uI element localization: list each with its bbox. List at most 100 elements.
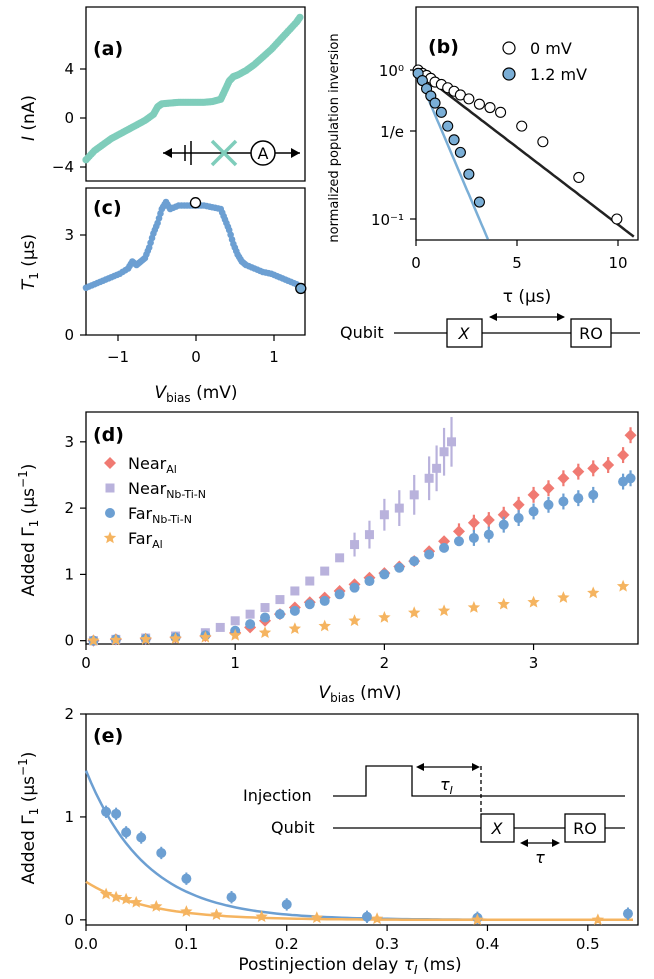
panel-e-point-blue [362, 911, 373, 922]
panel-d-point-Far_Al [557, 591, 570, 603]
panel-e-xtick: 0.2 [275, 935, 299, 953]
panel-d-point-Far_Nb-Ti-N [498, 519, 509, 530]
panel-d-point-Near_Nb-Ti-N [275, 595, 285, 605]
legend-Far_Nb-Ti-N-marker [105, 508, 115, 518]
panel-b-point-0 [537, 136, 549, 148]
panel-c-ytick-3: 3 [64, 226, 74, 244]
panel-e-xtick: 0.5 [576, 935, 600, 953]
panel-b-point-1 [435, 106, 447, 118]
panel-e-point-orange [210, 908, 223, 920]
panel-d-point-Far_Al [199, 630, 212, 643]
legend-1.2mV-marker [502, 67, 516, 81]
panel-d-point-Far_Al [437, 604, 451, 617]
panel-d-point-Far_Nb-Ti-N [573, 493, 584, 504]
circuit-schematic: A [163, 139, 300, 167]
panel-a-axes [85, 6, 306, 182]
panel-e-pulse-schematic: Injection τI Qubit X RO τ [243, 763, 625, 867]
panel-c-ytick-0: 0 [64, 326, 74, 344]
schematic-b-ro-label: RO [579, 324, 603, 343]
schematic-b-qubit-label: Qubit [340, 323, 384, 342]
legend-Near_Nb-Ti-N-label: NearNb-Ti-N [128, 479, 206, 501]
panel-e-point-blue [181, 873, 192, 884]
panel-e-point-orange [120, 892, 133, 905]
panel-d-ytick: 3 [64, 433, 74, 451]
panel-b-legend: 0 mV 1.2 mV [502, 39, 587, 84]
panel-e-point-orange [591, 913, 604, 926]
ammeter-icon [250, 140, 276, 166]
panel-d-point-Far_Nb-Ti-N [334, 589, 345, 600]
panel-d-point-Near_Nb-Ti-N [447, 437, 457, 447]
panel-e: 0.0 0.1 0.2 0.3 0.4 0.5 2 1 0 Added Γ1 (µs−1) Po… [16, 705, 639, 977]
panel-d-point-Near_Nb-Ti-N [424, 473, 434, 483]
panel-e-xtick: 0.1 [174, 935, 198, 953]
legend-0mV-marker [502, 41, 516, 55]
panel-e-point-orange [255, 910, 268, 922]
panel-d-point-Near_Nb-Ti-N [215, 622, 225, 632]
panel-e-point-orange [471, 913, 484, 926]
legend-0mV-label: 0 mV [530, 39, 572, 58]
panel-b-point-0 [473, 98, 485, 110]
panel-d-point-Near_Nb-Ti-N [432, 463, 442, 473]
panel-d-point-Far_Nb-Ti-N [625, 473, 636, 484]
panel-d-point-Far_Nb-Ti-N [424, 549, 435, 560]
panel-d-point-Near_Nb-Ti-N [290, 586, 300, 596]
panel-d-point-Near_Nb-Ti-N [230, 616, 240, 626]
panel-e-point-blue [121, 827, 132, 838]
panel-d-point-Far_Nb-Ti-N [289, 605, 300, 616]
panel-b-point-0 [611, 213, 623, 225]
schematic-e-x-box [480, 813, 515, 843]
panel-b-xtick-5: 5 [512, 254, 522, 272]
panel-d-point-Near_Nb-Ti-N [439, 447, 449, 457]
panel-d-point-Near_Al [542, 482, 555, 495]
legend-Near_Al-label: NearAl [128, 454, 177, 476]
panel-d-ytick: 0 [64, 632, 74, 650]
panel-b-label: (b) [428, 36, 459, 58]
panel-e-point-orange [150, 900, 163, 912]
panel-d-point-Far_Nb-Ti-N [319, 595, 330, 606]
panel-d-point-Near_Nb-Ti-N [364, 530, 374, 540]
panel-e-ticks: 0.0 0.1 0.2 0.3 0.4 0.5 2 1 0 [64, 705, 599, 953]
panel-d-point-Near_Al [587, 462, 600, 475]
panel-b-ylabel: normalized population inversion [327, 33, 342, 242]
panel-d-point-Far_Al [527, 595, 540, 608]
panel-c-marker-1.2mV [295, 282, 307, 295]
panel-e-ytick: 0 [64, 911, 74, 929]
panel-b-point-0 [495, 106, 507, 118]
panel-d-point-Near_Nb-Ti-N [379, 510, 389, 520]
panel-d-xtick: 2 [380, 654, 390, 672]
panel-b-point-1 [442, 120, 454, 132]
panel-b-point-1 [429, 97, 441, 109]
panel-e-label: (e) [93, 725, 123, 747]
panel-d-point-Near_Al [527, 488, 540, 501]
panel-b-point-1 [448, 134, 460, 146]
panel-e-point-blue [156, 847, 167, 858]
panel-d-xtick: 3 [529, 654, 539, 672]
panel-d-point-Far_Al [109, 633, 122, 646]
panel-d-point-Far_Nb-Ti-N [245, 619, 256, 630]
panel-b-ytick-1e: 1/e [380, 123, 404, 141]
panel-b-xlabel: τ (µs) [503, 287, 552, 307]
panel-a-point [296, 13, 304, 21]
panel-d-point-Far_Al [288, 622, 301, 634]
panel-d-point-Near_Al [482, 514, 495, 527]
panel-d-point-Near_Al [617, 449, 630, 462]
panel-c-xlabel: Vbias (mV) [154, 383, 237, 405]
panel-d-point-Far_Nb-Ti-N [394, 562, 405, 573]
panel-b-axes [415, 6, 639, 241]
panel-d-points [87, 416, 637, 647]
panel-a-points [82, 13, 304, 164]
panel-d-point-Near_Al [624, 429, 637, 442]
schematic-e-tauI-label: τI [440, 775, 453, 797]
panel-d-point-Far_Al [87, 634, 100, 646]
ammeter-label: A [258, 144, 269, 163]
panel-b-ytick-01: 10⁻¹ [371, 211, 404, 229]
legend-Far_Al-label: FarAl [128, 529, 163, 551]
panel-e-point-blue [111, 808, 122, 819]
legend-Far_Al-marker [103, 531, 117, 544]
schematic-e-qubit-label: Qubit [271, 818, 315, 837]
panel-d-point-Far_Al [169, 632, 182, 644]
panel-e-points [84, 770, 633, 926]
panel-d-point-Far_Nb-Ti-N [483, 529, 494, 540]
